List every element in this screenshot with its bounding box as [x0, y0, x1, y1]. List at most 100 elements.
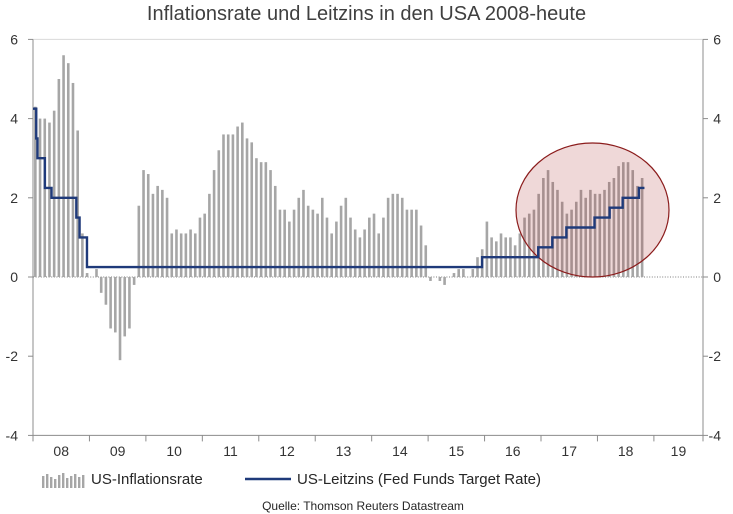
- y-tick-label-right: -2: [709, 348, 722, 364]
- y-tick-label-right: 6: [713, 31, 721, 47]
- inflation-bar-2017-09: [579, 189, 583, 277]
- legend: US-Inflationsrate US-Leitzins (Fed Funds…: [42, 471, 541, 488]
- inflation-bar-2010-01: [146, 174, 150, 277]
- inflation-bar-2015-03: [438, 277, 442, 281]
- axes: [32, 38, 704, 436]
- inflation-bar-2016-09: [523, 217, 526, 277]
- inflation-bar-2011-09: [241, 122, 244, 277]
- inflation-bar-2011-12: [255, 158, 258, 277]
- inflation-bar-2009-06: [114, 277, 117, 333]
- inflation-bar-2013-03: [325, 217, 329, 277]
- inflation-bar-2009-02: [95, 269, 98, 277]
- source-note: Quelle: Thomson Reuters Datastream: [262, 499, 464, 513]
- inflation-bar-2017-11: [589, 189, 592, 277]
- x-tick-label: 14: [392, 443, 408, 459]
- inflation-bar-2014-07: [400, 197, 404, 277]
- inflation-bar-2009-04: [104, 277, 108, 305]
- inflation-bar-2010-03: [156, 185, 159, 277]
- inflation-bar-2011-01: [203, 213, 206, 277]
- x-tick-label: 09: [110, 443, 126, 459]
- inflation-bar-2013-04: [330, 233, 333, 277]
- y-tick-label-left: -4: [6, 427, 19, 443]
- inflation-bar-2016-12: [537, 193, 540, 277]
- inflation-bar-2010-12: [198, 217, 202, 277]
- inflation-bar-2013-07: [344, 197, 348, 277]
- legend-bar: [46, 474, 49, 488]
- inflation-bar-2016-11: [532, 209, 536, 277]
- legend-bar-swatch: [42, 473, 85, 488]
- chart-title: Inflationsrate und Leitzins in den USA 2…: [147, 3, 586, 25]
- inflation-bar-2009-11: [137, 205, 141, 277]
- inflation-bar-2011-03: [212, 170, 216, 277]
- inflation-bar-2009-05: [109, 277, 112, 329]
- inflation-bar-2008-07: [62, 55, 65, 277]
- inflation-bar-2013-01: [316, 213, 319, 277]
- legend-bar: [50, 477, 53, 488]
- inflation-bar-2011-07: [231, 134, 235, 277]
- inflation-bar-2009-09: [128, 277, 131, 329]
- inflation-bar-2014-12: [424, 245, 428, 277]
- y-axis-left: 6 4 2 0 -2 -4: [6, 31, 33, 443]
- legend-bar: [82, 475, 85, 488]
- y-tick-label-left: 4: [10, 111, 18, 127]
- inflation-bar-2012-12: [311, 209, 315, 277]
- x-tick-label: 10: [166, 443, 182, 459]
- inflation-bar-2008-04: [48, 122, 51, 277]
- inflation-bar-2017-12: [593, 193, 597, 277]
- inflation-bar-2015-10: [471, 269, 475, 277]
- inflation-bar-2008-10: [76, 130, 79, 277]
- inflation-bar-2012-02: [264, 162, 268, 277]
- x-tick-label: 16: [505, 443, 521, 459]
- inflation-bar-2010-05: [165, 197, 169, 277]
- inflation-bar-2014-02: [377, 233, 381, 277]
- inflation-bar-2018-07: [626, 162, 630, 277]
- inflation-bar-2008-12: [85, 273, 89, 277]
- legend-bar: [54, 479, 57, 488]
- y-tick-label-right: 4: [713, 111, 721, 127]
- inflation-bar-2012-05: [278, 209, 282, 277]
- inflation-bar-2010-09: [184, 233, 188, 277]
- x-tick-label: 15: [449, 443, 465, 459]
- inflation-bar-2009-10: [132, 277, 136, 285]
- inflation-bar-2011-02: [208, 193, 211, 277]
- x-tick-label: 17: [561, 443, 577, 459]
- inflation-bar-2017-08: [574, 201, 578, 277]
- inflation-bar-2015-06: [452, 273, 456, 277]
- inflation-bar-2016-03: [495, 241, 498, 277]
- inflation-bar-2014-01: [372, 213, 376, 277]
- inflation-bar-2010-08: [179, 233, 183, 277]
- inflation-bar-2013-11: [363, 229, 366, 277]
- inflation-bar-2011-04: [217, 150, 221, 277]
- inflation-bar-2017-03: [551, 181, 555, 277]
- inflation-bar-2017-01: [542, 178, 545, 277]
- y-axis-right: 6 4 2 0 -2 -4: [703, 31, 721, 443]
- inflation-bar-2014-05: [391, 193, 395, 277]
- inflation-bar-2018-10: [640, 178, 644, 277]
- inflation-bar-2012-01: [259, 162, 263, 277]
- highlight-ellipse: [515, 142, 670, 278]
- x-tick-label: 13: [336, 443, 352, 459]
- legend-bar: [66, 478, 69, 488]
- y-tick-label-right: 0: [713, 269, 721, 285]
- inflation-bar-2014-10: [415, 209, 418, 277]
- inflation-bar-2008-08: [66, 63, 70, 277]
- inflation-bar-2018-02: [603, 189, 606, 277]
- inflation-bar-2012-08: [292, 209, 296, 277]
- inflation-bar-2016-07: [513, 245, 517, 277]
- inflation-bar-2011-06: [226, 134, 230, 277]
- inflation-bar-2016-04: [499, 233, 503, 277]
- x-tick-label: 08: [53, 443, 69, 459]
- inflation-bar-2018-01: [598, 193, 602, 277]
- y-tick-label-left: 2: [10, 190, 18, 206]
- inflation-bar-2013-12: [368, 217, 371, 277]
- x-axis: 08 09 10 11 12 13 14 15 16 17 18 19: [32, 435, 704, 459]
- inflation-bar-2017-10: [584, 197, 587, 277]
- inflation-bar-2008-06: [57, 79, 61, 277]
- inflation-bar-2017-04: [556, 189, 559, 277]
- y-tick-label-left: 0: [10, 269, 18, 285]
- inflation-bar-2015-08: [462, 269, 465, 277]
- inflation-bar-2012-09: [297, 197, 301, 277]
- inflation-bar-2017-02: [546, 170, 550, 277]
- inflation-bar-2017-07: [570, 209, 573, 277]
